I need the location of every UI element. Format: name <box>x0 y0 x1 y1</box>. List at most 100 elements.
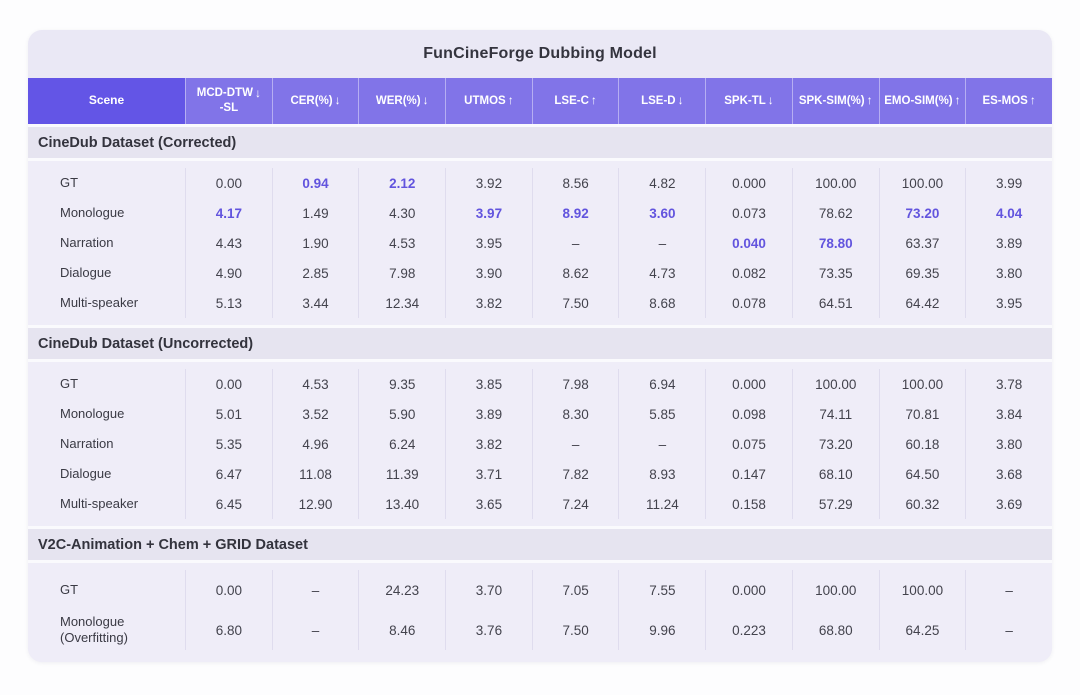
value-cell: 4.17 <box>185 198 272 228</box>
column-header-line: UTMOS ↑ <box>464 93 514 109</box>
scene-cell: Monologue (Overfitting) <box>28 610 185 650</box>
column-label: UTMOS <box>464 94 506 107</box>
value-cell: – <box>271 570 359 610</box>
value-cell: 0.078 <box>705 288 792 318</box>
value-cell: 100.00 <box>791 168 879 198</box>
value-cell: 0.00 <box>185 168 272 198</box>
value-cell: 7.98 <box>358 258 445 288</box>
value-cell: 0.158 <box>705 489 792 519</box>
value-cell: 100.00 <box>791 369 879 399</box>
value-cell: 60.18 <box>878 429 966 459</box>
section-title: V2C-Animation + Chem + GRID Dataset <box>38 536 308 553</box>
column-header-line: WER(%) ↓ <box>376 93 429 109</box>
value-cell: 8.62 <box>531 258 619 288</box>
table-row: GT 0.00–24.23 3.70 7.05 7.55 0.000 100.00 100.0… <box>28 570 1052 610</box>
column-label: MCD-DTW <box>196 87 253 100</box>
value-cell: 4.43 <box>185 228 272 258</box>
scene-label: Monologue <box>60 613 125 629</box>
value-cell: 2.85 <box>271 258 359 288</box>
value-cell: 0.000 <box>705 570 792 610</box>
table-header-row: Scene MCD-DTW ↓ -SL CER(%) ↓ WER(%) ↓ UTMOS ↑ LSE-… <box>28 78 1052 127</box>
column-header-lse-c: LSE-C ↑ <box>531 78 619 124</box>
scene-label: Multi-speaker <box>60 294 139 310</box>
column-header-line: LSE-D ↓ <box>641 93 684 109</box>
value-cell: 0.000 <box>705 168 792 198</box>
section-header: CineDub Dataset (Uncorrected) <box>28 328 1052 362</box>
value-cell: 63.37 <box>878 228 966 258</box>
value-cell: 3.95 <box>965 288 1052 318</box>
value-cell: 70.81 <box>878 399 966 429</box>
column-label: LSE-C <box>554 94 589 107</box>
value-cell: 73.20 <box>791 429 879 459</box>
scene-cell: Narration <box>28 429 185 459</box>
value-cell: 3.78 <box>965 369 1052 399</box>
up-arrow-icon: ↑ <box>590 93 597 108</box>
value-cell: 60.32 <box>878 489 966 519</box>
scene-label: Narration <box>60 234 114 250</box>
value-cell: 3.97 <box>445 198 532 228</box>
value-cell: 73.35 <box>791 258 879 288</box>
value-cell: 0.082 <box>705 258 792 288</box>
column-label: SPK-TL <box>724 94 766 107</box>
scene-label: GT <box>60 581 79 597</box>
value-cell: 11.08 <box>271 459 359 489</box>
value-cell: 3.82 <box>445 429 532 459</box>
scene-label: GT <box>60 375 79 391</box>
column-label: CER(%) <box>290 94 333 107</box>
value-cell: 9.35 <box>358 369 445 399</box>
value-cell: 6.94 <box>618 369 705 399</box>
value-cell: 7.98 <box>531 369 619 399</box>
value-cell: 7.55 <box>618 570 705 610</box>
scene-cell: GT <box>28 369 185 399</box>
column-header-line: CER(%) ↓ <box>290 93 340 109</box>
value-cell: 4.53 <box>271 369 359 399</box>
value-cell: 3.95 <box>445 228 532 258</box>
scene-cell: Monologue <box>28 399 185 429</box>
value-cell: 3.80 <box>965 258 1052 288</box>
value-cell: 64.25 <box>878 610 966 650</box>
value-cell: 12.34 <box>358 288 445 318</box>
section-data-block: GT 0.00–24.23 3.70 7.05 7.55 0.000 100.00 100.0… <box>28 563 1052 662</box>
value-cell: 1.49 <box>271 198 359 228</box>
value-cell: 12.90 <box>271 489 359 519</box>
value-cell: 3.99 <box>965 168 1052 198</box>
value-cell: 8.92 <box>531 198 619 228</box>
value-cell: 7.24 <box>531 489 619 519</box>
scene-label: Multi-speaker <box>60 495 139 511</box>
column-header-lse-d: LSE-D ↓ <box>618 78 705 124</box>
value-cell: 0.098 <box>705 399 792 429</box>
value-cell: 5.90 <box>358 399 445 429</box>
scene-cell: Multi-speaker <box>28 489 185 519</box>
column-label: EMO-SIM(%) <box>884 94 953 107</box>
value-cell: 3.44 <box>271 288 359 318</box>
value-cell: 57.29 <box>791 489 879 519</box>
column-header-line: Scene <box>89 93 124 109</box>
scene-label: Monologue <box>60 405 125 421</box>
value-cell: 68.10 <box>791 459 879 489</box>
down-arrow-icon: ↓ <box>677 93 684 108</box>
value-cell: – <box>531 228 619 258</box>
value-cell: 5.13 <box>185 288 272 318</box>
value-cell: 4.04 <box>965 198 1052 228</box>
table-row: Dialogue 6.47 11.08 11.39 3.71 7.82 8.93 0.147 6… <box>28 459 1052 489</box>
table-row: Monologue 4.17 1.49 4.30 3.97 8.92 3.60 0.073 78… <box>28 198 1052 228</box>
section-title: CineDub Dataset (Uncorrected) <box>38 335 254 352</box>
value-cell: 6.24 <box>358 429 445 459</box>
column-header-line: EMO-SIM(%) ↑ <box>884 93 960 109</box>
column-header-line: SPK-TL ↓ <box>724 93 774 109</box>
value-cell: 100.00 <box>878 369 966 399</box>
value-cell: 3.65 <box>445 489 532 519</box>
value-cell: 0.000 <box>705 369 792 399</box>
down-arrow-icon: ↓ <box>422 93 429 108</box>
scene-label-line2: (Overfitting) <box>60 630 128 645</box>
table-row: Multi-speaker 6.45 12.90 13.40 3.65 7.24 11.24… <box>28 489 1052 519</box>
value-cell: 11.39 <box>358 459 445 489</box>
table-row: Multi-speaker 5.13 3.44 12.34 3.82 7.50 8.68 0.… <box>28 288 1052 318</box>
value-cell: 4.53 <box>358 228 445 258</box>
value-cell: 64.50 <box>878 459 966 489</box>
value-cell: 24.23 <box>358 570 445 610</box>
column-header-line: SPK-SIM(%) ↑ <box>799 93 873 109</box>
down-arrow-icon: ↓ <box>334 93 341 108</box>
up-arrow-icon: ↑ <box>1029 93 1036 108</box>
